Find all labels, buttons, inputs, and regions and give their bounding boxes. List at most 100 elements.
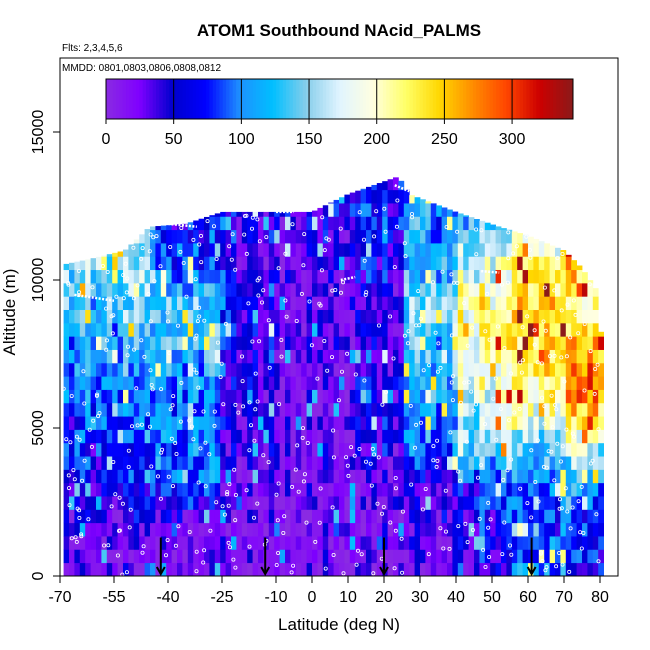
observation-point bbox=[187, 418, 192, 423]
heat-cell bbox=[544, 336, 550, 350]
heat-cell bbox=[582, 522, 588, 537]
heat-cell bbox=[582, 536, 588, 550]
heat-cell bbox=[339, 562, 345, 576]
heat-cell bbox=[495, 429, 502, 444]
observation-point bbox=[125, 353, 130, 358]
observation-point bbox=[435, 438, 440, 443]
heat-cell bbox=[150, 322, 156, 337]
heat-cell bbox=[528, 376, 534, 390]
heat-cell bbox=[128, 269, 135, 284]
heat-cell bbox=[274, 309, 280, 324]
heat-cell bbox=[344, 429, 351, 444]
heat-cell bbox=[479, 322, 486, 337]
heat-cell bbox=[85, 322, 91, 337]
heat-cell bbox=[582, 496, 588, 510]
heat-cell bbox=[209, 536, 216, 550]
heat-cell bbox=[506, 496, 513, 510]
observation-point bbox=[66, 282, 71, 287]
observation-point bbox=[194, 333, 199, 338]
heat-cell bbox=[312, 456, 318, 470]
observation-point bbox=[150, 387, 155, 392]
observation-point bbox=[319, 268, 324, 273]
heat-cell bbox=[387, 179, 394, 191]
heat-cell bbox=[220, 522, 226, 537]
heat-cell bbox=[236, 322, 243, 337]
observation-point bbox=[374, 209, 379, 214]
heat-cell bbox=[549, 509, 556, 524]
heat-cell bbox=[79, 282, 86, 297]
heat-cell bbox=[290, 522, 297, 537]
heat-cell bbox=[182, 482, 189, 497]
heat-cell bbox=[63, 362, 70, 377]
heat-cell bbox=[560, 256, 567, 271]
heat-cell bbox=[160, 229, 167, 244]
heat-cell bbox=[484, 496, 491, 510]
heat-cell bbox=[457, 442, 464, 457]
heat-cell bbox=[214, 243, 221, 257]
heat-cell bbox=[393, 402, 399, 417]
heat-cell bbox=[517, 389, 523, 404]
heat-cell bbox=[322, 402, 329, 417]
observation-point bbox=[211, 224, 216, 229]
heat-cell bbox=[457, 216, 464, 231]
heat-cell bbox=[171, 229, 178, 244]
heat-cell bbox=[322, 496, 329, 510]
heat-cell bbox=[328, 509, 334, 524]
heat-cell bbox=[436, 362, 442, 377]
heat-cell bbox=[544, 389, 550, 404]
heat-cell bbox=[339, 322, 345, 337]
heat-cell bbox=[268, 256, 275, 271]
heat-cell bbox=[501, 376, 507, 390]
heat-cell bbox=[339, 282, 345, 297]
heat-cell bbox=[463, 482, 469, 497]
observation-point bbox=[189, 424, 194, 429]
heat-cell bbox=[328, 296, 334, 310]
heat-cell bbox=[366, 429, 372, 444]
heat-cell bbox=[263, 349, 270, 364]
colorbar-segment bbox=[196, 79, 200, 119]
heat-cell bbox=[360, 309, 367, 324]
colorbar-segment bbox=[522, 79, 527, 119]
observation-point bbox=[105, 269, 110, 274]
heat-cell bbox=[360, 336, 367, 350]
heat-cell bbox=[74, 456, 81, 470]
observation-point bbox=[309, 343, 314, 348]
heat-cell bbox=[560, 336, 567, 350]
heat-cell bbox=[441, 296, 448, 310]
heat-cell bbox=[295, 256, 302, 271]
heat-cell bbox=[506, 562, 513, 576]
heat-cell bbox=[101, 509, 108, 524]
heat-cell bbox=[214, 336, 221, 350]
heat-cell bbox=[441, 549, 448, 564]
heat-cell bbox=[576, 349, 583, 364]
heat-cell bbox=[322, 482, 329, 497]
heat-cell bbox=[511, 231, 518, 244]
heat-cell bbox=[231, 296, 237, 310]
heat-cell bbox=[166, 256, 172, 271]
heat-cell bbox=[106, 456, 113, 470]
heat-cell bbox=[139, 496, 145, 510]
heat-cell bbox=[317, 389, 324, 404]
heat-cell bbox=[209, 309, 216, 324]
heat-cell bbox=[398, 482, 405, 497]
heat-cell bbox=[463, 456, 469, 470]
heat-cell bbox=[452, 536, 459, 550]
heat-cell bbox=[150, 442, 156, 457]
heat-cell bbox=[171, 509, 178, 524]
heat-cell bbox=[565, 254, 572, 257]
observation-point bbox=[535, 360, 540, 365]
observation-point bbox=[195, 319, 200, 324]
heat-cell bbox=[279, 229, 286, 244]
heat-cell bbox=[409, 562, 415, 576]
heat-cell bbox=[522, 336, 529, 350]
heat-cell bbox=[517, 469, 523, 484]
colorbar-segment bbox=[219, 79, 224, 119]
heat-cell bbox=[366, 322, 372, 337]
heat-cell bbox=[128, 442, 135, 457]
heat-cell bbox=[306, 362, 313, 377]
heat-cell bbox=[333, 336, 340, 350]
heat-cell bbox=[144, 336, 151, 350]
heat-cell bbox=[90, 389, 97, 404]
colorbar-segment bbox=[409, 79, 414, 119]
heat-cell bbox=[409, 469, 415, 484]
